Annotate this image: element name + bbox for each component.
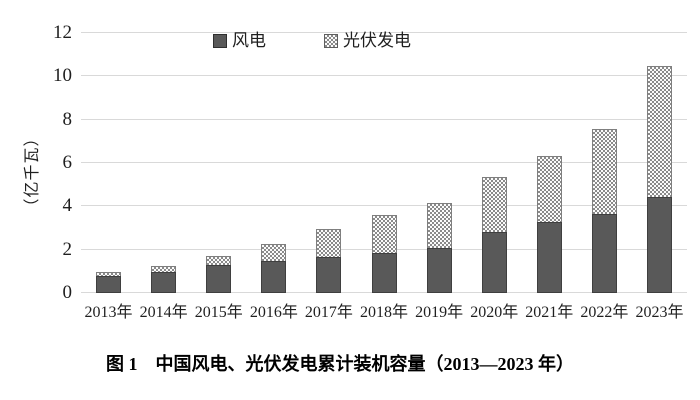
bar-group-2017年 bbox=[301, 33, 356, 293]
y-tick-label-6: 6 bbox=[62, 152, 73, 174]
x-axis-label-2023年: 2023年 bbox=[635, 304, 684, 321]
bar-segment-光伏发电-2016年 bbox=[261, 244, 287, 261]
bar-segment-风电-2018年 bbox=[371, 253, 397, 293]
y-tick-label-2: 2 bbox=[62, 238, 73, 260]
y-tick-label-0: 0 bbox=[62, 282, 73, 304]
bar-series bbox=[81, 33, 687, 293]
stacked-bar-2016年 bbox=[261, 33, 287, 293]
stacked-bar-2014年 bbox=[151, 33, 177, 293]
bar-segment-风电-2013年 bbox=[96, 276, 122, 293]
stacked-bar-2017年 bbox=[316, 33, 342, 293]
chart-legend: 风电 光伏发电 bbox=[213, 31, 411, 51]
bar-group-2020年 bbox=[467, 33, 522, 293]
bar-group-2016年 bbox=[246, 33, 301, 293]
bar-group-2022年 bbox=[577, 33, 632, 293]
bar-segment-光伏发电-2021年 bbox=[536, 155, 562, 222]
y-tick-label-10: 10 bbox=[53, 65, 72, 87]
y-axis-tick-labels: 0 2 4 6 8 10 12 bbox=[34, 23, 74, 302]
legend-item-solar: 光伏发电 bbox=[324, 31, 411, 51]
y-tick-label-8: 8 bbox=[62, 108, 73, 130]
x-axis-label-2013年: 2013年 bbox=[84, 304, 133, 321]
x-axis-labels: 2013年 2014年 2015年 2016年 2017年 2018年 2019年 2020年… bbox=[81, 302, 687, 324]
gridline-y-12 bbox=[81, 32, 687, 33]
legend-label-wind: 风电 bbox=[232, 31, 266, 50]
bar-segment-风电-2019年 bbox=[426, 247, 452, 293]
bar-segment-风电-2022年 bbox=[591, 213, 617, 293]
plot-area bbox=[81, 32, 687, 293]
stacked-bar-2013年 bbox=[96, 33, 122, 293]
bar-group-2013年 bbox=[81, 33, 136, 293]
bar-segment-光伏发电-2022年 bbox=[591, 128, 617, 214]
y-tick-label-4: 4 bbox=[62, 195, 73, 217]
dotted-square-icon bbox=[324, 34, 338, 48]
stacked-bar-2018年 bbox=[371, 33, 397, 293]
x-axis-label-2021年: 2021年 bbox=[525, 304, 574, 321]
bar-segment-风电-2015年 bbox=[206, 265, 232, 293]
x-axis-label-2022年: 2022年 bbox=[580, 304, 629, 321]
x-axis-label-2017年: 2017年 bbox=[304, 304, 353, 321]
bar-segment-风电-2021年 bbox=[536, 221, 562, 293]
bar-segment-光伏发电-2017年 bbox=[316, 229, 342, 258]
solid-square-icon bbox=[213, 34, 227, 48]
bar-segment-风电-2014年 bbox=[151, 272, 177, 293]
x-axis-label-2019年: 2019年 bbox=[415, 304, 464, 321]
bar-group-2014年 bbox=[136, 33, 191, 293]
gridline-y-8 bbox=[81, 118, 687, 120]
gridline-y-6 bbox=[81, 162, 687, 163]
x-axis-label-2014年: 2014年 bbox=[139, 304, 188, 321]
stacked-bar-2020年 bbox=[481, 33, 507, 293]
stacked-bar-2023年 bbox=[646, 33, 672, 293]
legend-label-solar: 光伏发电 bbox=[343, 31, 411, 50]
bar-group-2015年 bbox=[191, 33, 246, 293]
y-tick-label-12: 12 bbox=[53, 22, 72, 44]
x-axis-label-2018年: 2018年 bbox=[360, 304, 409, 321]
x-axis-label-2015年: 2015年 bbox=[194, 304, 243, 321]
bar-segment-光伏发电-2019年 bbox=[426, 203, 452, 248]
stacked-bar-2021年 bbox=[536, 33, 562, 293]
bar-segment-光伏发电-2023年 bbox=[646, 65, 672, 198]
bar-segment-光伏发电-2018年 bbox=[371, 215, 397, 254]
bar-segment-光伏发电-2013年 bbox=[96, 272, 122, 277]
bar-group-2023年 bbox=[632, 33, 687, 293]
bar-segment-风电-2016年 bbox=[261, 260, 287, 293]
stacked-bar-2015年 bbox=[206, 33, 232, 293]
bar-segment-光伏发电-2014年 bbox=[151, 266, 177, 273]
bar-segment-风电-2023年 bbox=[646, 197, 672, 293]
bar-segment-光伏发电-2020年 bbox=[481, 177, 507, 233]
bar-group-2021年 bbox=[522, 33, 577, 293]
legend-item-wind: 风电 bbox=[213, 31, 266, 51]
bar-segment-风电-2020年 bbox=[481, 232, 507, 293]
gridline-y-10 bbox=[81, 75, 687, 77]
x-axis-label-2020年: 2020年 bbox=[470, 304, 519, 321]
x-axis-label-2016年: 2016年 bbox=[249, 304, 298, 321]
bar-segment-光伏发电-2015年 bbox=[206, 255, 232, 266]
gridline-y-4 bbox=[81, 205, 687, 207]
figure-caption: 图 1 中国风电、光伏发电累计装机容量（2013—2023 年） bbox=[106, 354, 574, 374]
bar-group-2018年 bbox=[356, 33, 411, 293]
bar-group-2019年 bbox=[412, 33, 467, 293]
stacked-bar-2022年 bbox=[591, 33, 617, 293]
stacked-bar-2019年 bbox=[426, 33, 452, 293]
bar-segment-风电-2017年 bbox=[316, 257, 342, 293]
